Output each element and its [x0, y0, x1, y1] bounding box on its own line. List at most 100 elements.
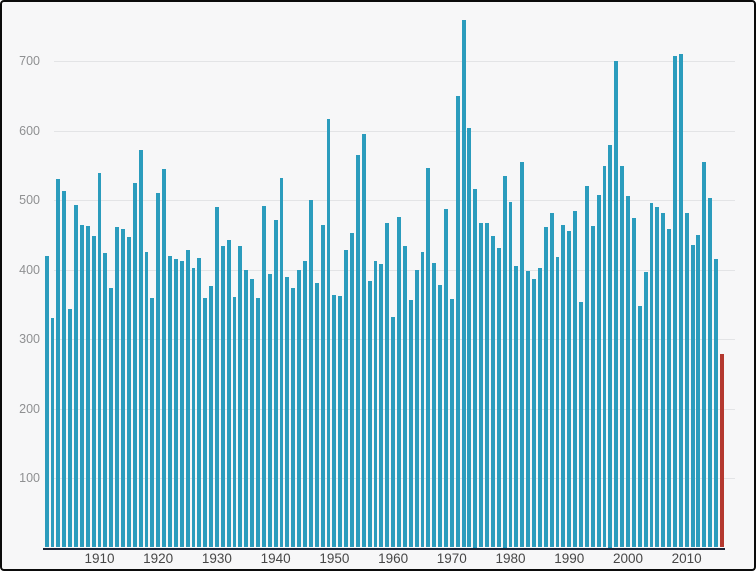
bar-1997[interactable] — [608, 144, 613, 548]
bar-2001[interactable] — [631, 218, 636, 548]
bar-2012[interactable] — [696, 235, 701, 548]
bar-1913[interactable] — [115, 227, 120, 548]
bar-1991[interactable] — [573, 210, 578, 548]
bar-1954[interactable] — [355, 155, 360, 548]
bar-1995[interactable] — [596, 194, 601, 548]
bar-1921[interactable] — [162, 169, 167, 548]
bar-1996[interactable] — [602, 166, 607, 548]
bar-1988[interactable] — [555, 256, 560, 548]
bar-1937[interactable] — [256, 298, 260, 548]
bar-1961[interactable] — [397, 216, 401, 548]
bar-1910[interactable] — [97, 173, 102, 548]
bar-1920[interactable] — [156, 193, 161, 548]
bar-1962[interactable] — [402, 246, 407, 548]
bar-1987[interactable] — [549, 212, 554, 548]
bar-1938[interactable] — [261, 205, 266, 548]
bar-1945[interactable] — [303, 261, 307, 548]
bar-2007[interactable] — [667, 228, 672, 548]
bar-1969[interactable] — [444, 208, 448, 548]
bar-2015[interactable] — [714, 259, 718, 548]
bar-1951[interactable] — [338, 296, 343, 548]
bar-1998[interactable] — [614, 61, 619, 548]
bar-1999[interactable] — [620, 165, 625, 548]
bar-1989[interactable] — [561, 224, 566, 548]
bar-1957[interactable] — [373, 260, 378, 548]
bar-1926[interactable] — [191, 268, 196, 548]
bar-1946[interactable] — [308, 200, 313, 548]
bar-1960[interactable] — [391, 316, 396, 548]
bar-1933[interactable] — [232, 296, 237, 548]
bar-1939[interactable] — [267, 273, 272, 548]
bar-1931[interactable] — [220, 246, 225, 548]
bar-1948[interactable] — [320, 224, 325, 548]
bar-1973[interactable] — [467, 128, 472, 548]
bar-2006[interactable] — [661, 212, 666, 548]
bar-1975[interactable] — [479, 222, 484, 548]
bar-1914[interactable] — [121, 228, 125, 548]
bar-1990[interactable] — [567, 230, 572, 548]
bar-1956[interactable] — [367, 280, 372, 548]
bar-1959[interactable] — [385, 223, 390, 548]
bar-1911[interactable] — [103, 253, 108, 548]
bar-2005[interactable] — [655, 207, 660, 548]
bar-1977[interactable] — [490, 235, 495, 548]
bar-1983[interactable] — [526, 271, 531, 548]
bar-1955[interactable] — [361, 133, 366, 548]
highlighted-bar-2016[interactable] — [719, 354, 724, 548]
bar-1965[interactable] — [420, 251, 425, 548]
bar-1912[interactable] — [109, 287, 114, 548]
bar-1905[interactable] — [68, 308, 73, 548]
bar-1901[interactable] — [44, 255, 49, 548]
bar-2004[interactable] — [649, 203, 654, 548]
bar-1904[interactable] — [62, 191, 67, 548]
bar-2011[interactable] — [690, 245, 695, 548]
bar-2003[interactable] — [643, 271, 648, 548]
bar-1985[interactable] — [537, 267, 542, 548]
bar-1964[interactable] — [414, 269, 419, 548]
bar-1929[interactable] — [209, 286, 213, 548]
bar-1925[interactable] — [185, 250, 190, 548]
bar-1950[interactable] — [332, 294, 337, 548]
bar-1992[interactable] — [579, 302, 583, 548]
bar-1915[interactable] — [126, 237, 131, 548]
bar-1942[interactable] — [285, 276, 290, 548]
bar-1982[interactable] — [520, 162, 525, 548]
bar-1943[interactable] — [291, 288, 296, 548]
bar-1907[interactable] — [79, 225, 84, 548]
bar-1994[interactable] — [590, 225, 595, 548]
bar-1967[interactable] — [432, 262, 437, 548]
bar-2009[interactable] — [678, 54, 683, 548]
bar-1966[interactable] — [426, 167, 431, 548]
bar-1958[interactable] — [379, 264, 384, 548]
bar-1970[interactable] — [449, 298, 454, 548]
bar-1919[interactable] — [150, 297, 155, 548]
bar-1909[interactable] — [91, 236, 96, 548]
bar-1963[interactable] — [408, 299, 413, 548]
bar-1903[interactable] — [56, 179, 61, 548]
bar-1917[interactable] — [138, 149, 143, 548]
bar-1930[interactable] — [214, 206, 219, 548]
bar-1947[interactable] — [314, 282, 319, 548]
bar-2008[interactable] — [673, 55, 677, 548]
bar-1906[interactable] — [74, 205, 78, 548]
bar-2010[interactable] — [684, 212, 689, 548]
bar-2002[interactable] — [637, 305, 642, 548]
bar-1986[interactable] — [543, 227, 548, 548]
bar-1928[interactable] — [203, 297, 208, 548]
bar-2013[interactable] — [702, 162, 707, 548]
bar-1908[interactable] — [85, 225, 90, 548]
bar-1972[interactable] — [461, 19, 466, 548]
bar-1941[interactable] — [279, 178, 284, 548]
bar-1993[interactable] — [584, 186, 589, 548]
bar-1952[interactable] — [344, 249, 349, 548]
bar-1934[interactable] — [238, 246, 243, 548]
bar-1927[interactable] — [197, 257, 202, 548]
bar-2014[interactable] — [708, 198, 713, 548]
bar-1923[interactable] — [173, 258, 178, 548]
bar-1922[interactable] — [168, 255, 172, 548]
bar-1940[interactable] — [273, 220, 278, 548]
bar-1932[interactable] — [226, 239, 231, 548]
bar-1953[interactable] — [350, 232, 354, 548]
bar-1976[interactable] — [485, 223, 489, 548]
bar-1935[interactable] — [244, 269, 249, 548]
